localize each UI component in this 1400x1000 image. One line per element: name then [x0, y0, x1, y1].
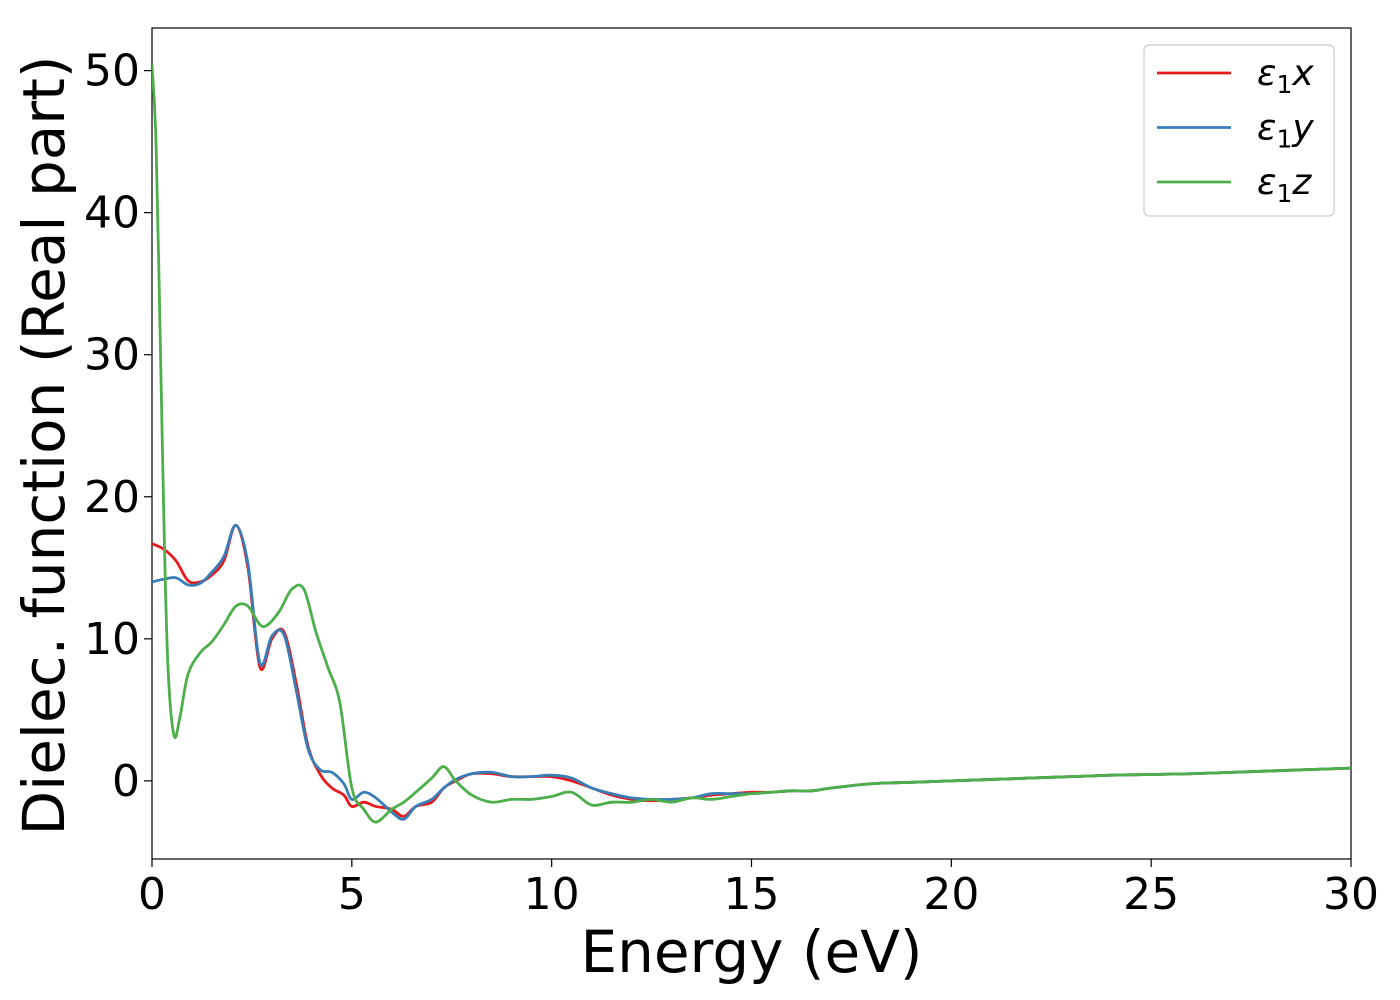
x-axis-title: Energy (eV)	[580, 918, 922, 986]
y-tick-label: 50	[84, 46, 140, 97]
y-tick-label: 10	[84, 614, 140, 665]
series-layer	[152, 64, 1351, 824]
legend-label-y: ε1y	[1257, 108, 1314, 154]
x-tick-label: 25	[1123, 869, 1179, 920]
x-tick-label: 5	[338, 869, 366, 920]
y-tick-label: 30	[84, 330, 140, 381]
y-axis: 0 10 20 30 40 50	[84, 46, 152, 807]
y-tick-label: 20	[84, 472, 140, 523]
y-tick-label: 40	[84, 188, 140, 239]
x-tick-label: 20	[923, 869, 979, 920]
y-tick-label: 0	[112, 756, 140, 807]
x-tick-label: 10	[524, 869, 580, 920]
legend: ε1x ε1y ε1z	[1143, 44, 1335, 217]
x-tick-label: 30	[1323, 869, 1379, 920]
legend-label-x: ε1x	[1257, 53, 1314, 99]
series-line-z	[152, 64, 1351, 824]
legend-label-z: ε1z	[1257, 162, 1312, 208]
x-tick-label: 15	[724, 869, 780, 920]
legend-box	[1143, 44, 1335, 217]
y-axis-title: Dielec. function (Real part)	[10, 55, 78, 835]
x-axis: 0 5 10 15 20 25 30	[138, 859, 1379, 920]
x-tick-label: 0	[138, 869, 166, 920]
